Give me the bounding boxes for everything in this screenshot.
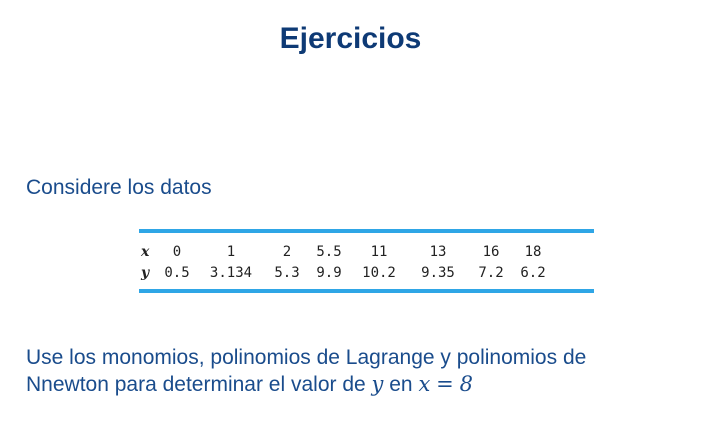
table-cell: 1 — [226, 243, 236, 260]
math-equals: = — [436, 372, 454, 396]
table-cell: 16 — [482, 243, 500, 260]
row-label-y: y — [141, 264, 150, 281]
table-cell: 7.2 — [478, 264, 504, 281]
math-var-x: x — [418, 372, 431, 396]
table-cell: 18 — [524, 243, 542, 260]
data-table-container: x 0 1 2 5.5 11 13 16 18 y 0.5 3.134 5.3 … — [139, 229, 594, 293]
table-cell: 5.5 — [316, 243, 342, 260]
table-row-y: y 0.5 3.134 5.3 9.9 10.2 9.35 7.2 6.2 — [139, 262, 551, 283]
table-top-rule — [139, 229, 594, 233]
table-bottom-rule — [139, 289, 594, 293]
table-cell: 13 — [429, 243, 447, 260]
table-cell: 5.3 — [274, 264, 300, 281]
table-cell: 10.2 — [362, 264, 396, 281]
question-line-2-text: Nnewton para determinar el valor de — [26, 373, 366, 396]
table-cell: 0 — [172, 243, 182, 260]
table-cell: 9.9 — [316, 264, 342, 281]
math-var-y: y — [371, 372, 384, 396]
question-line-1: Use los monomios, polinomios de Lagrange… — [26, 346, 587, 369]
table-cell: 3.134 — [209, 264, 253, 281]
data-table: x 0 1 2 5.5 11 13 16 18 y 0.5 3.134 5.3 … — [139, 241, 551, 283]
question-line-2: Nnewton para determinar el valor de y en… — [26, 371, 686, 398]
math-value: 8 — [459, 372, 473, 396]
question-text: Use los monomios, polinomios de Lagrange… — [26, 344, 686, 398]
intro-text: Considere los datos — [26, 176, 212, 199]
page-title: Ejercicios — [279, 22, 422, 55]
table-row-x: x 0 1 2 5.5 11 13 16 18 — [139, 241, 551, 262]
table-cell: 11 — [370, 243, 388, 260]
connector-text: en — [389, 373, 413, 396]
row-label-x: x — [141, 243, 150, 260]
table-cell: 0.5 — [164, 264, 190, 281]
table-cell: 9.35 — [421, 264, 455, 281]
table-cell: 2 — [282, 243, 292, 260]
table-cell: 6.2 — [520, 264, 546, 281]
